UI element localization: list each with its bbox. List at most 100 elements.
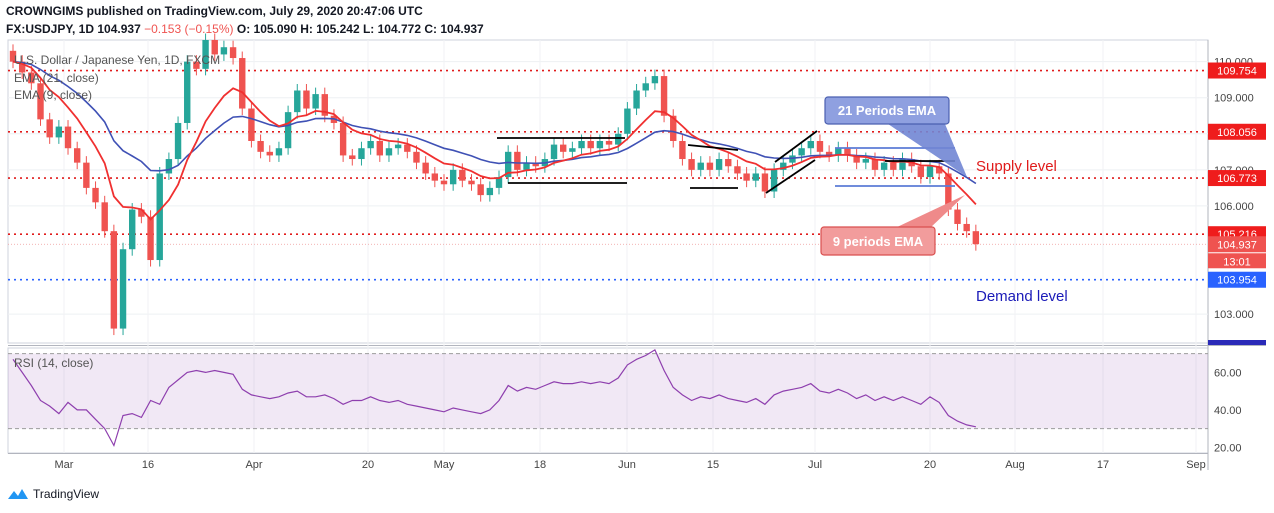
rsi-tick-label: 60.00 xyxy=(1214,367,1242,379)
candle-body xyxy=(83,162,90,188)
countdown-tag-bg xyxy=(1208,253,1266,269)
candle-body xyxy=(239,58,246,109)
price-tick-label: 109.000 xyxy=(1214,93,1254,105)
candle-body xyxy=(532,162,539,167)
candle-body xyxy=(798,148,805,156)
candle-body xyxy=(706,162,714,170)
ema21-callout-label: 21 Periods EMA xyxy=(838,103,937,118)
candle-body xyxy=(339,122,347,156)
candle-body xyxy=(413,151,420,163)
candle-body xyxy=(73,148,81,163)
candle-body xyxy=(248,108,255,141)
candle-body xyxy=(229,47,237,59)
candle-body xyxy=(257,141,264,152)
candle-body xyxy=(605,141,613,145)
candle-body xyxy=(119,249,127,329)
ema21-legend: EMA (21, close) xyxy=(14,71,99,85)
candle-body xyxy=(28,72,35,84)
time-tick-label: Aug xyxy=(1005,459,1025,471)
price-tag-bg xyxy=(1208,62,1266,79)
candle-body xyxy=(862,159,870,163)
time-tick-label: Sep xyxy=(1186,459,1206,471)
candle-body xyxy=(587,141,594,149)
candle-body xyxy=(715,159,723,170)
time-tick-label: May xyxy=(434,459,455,471)
price-tag-label: 109.754 xyxy=(1217,66,1257,78)
candle-body xyxy=(477,184,484,196)
candle-body xyxy=(174,122,182,160)
countdown-label: 13:01 xyxy=(1223,256,1251,268)
candle-body xyxy=(376,141,383,156)
ema9-callout-box xyxy=(820,226,936,256)
candle-body xyxy=(394,144,402,149)
ema21-callout-box xyxy=(824,96,950,125)
time-tick-label: Jul xyxy=(808,459,822,471)
candle-body xyxy=(46,119,53,138)
time-tick-label: Mar xyxy=(55,459,74,471)
close-value: C: 104.937 xyxy=(424,22,484,36)
rsi-tick-label: 20.00 xyxy=(1214,442,1242,454)
candle-body xyxy=(165,159,173,174)
rsi-tick-label: 40.00 xyxy=(1214,405,1242,417)
candle-body xyxy=(844,148,851,156)
candle-body xyxy=(184,61,191,123)
channel-lower-line xyxy=(765,159,816,194)
candle-body xyxy=(780,162,787,170)
candle-body xyxy=(770,169,778,192)
candle-body xyxy=(560,144,567,152)
candle-body xyxy=(651,76,659,84)
candle-body xyxy=(202,40,209,69)
candle-body xyxy=(926,166,934,178)
time-tick-label: 20 xyxy=(362,459,374,471)
candle-body xyxy=(789,155,796,163)
ema9-line xyxy=(12,60,977,221)
candle-body xyxy=(9,50,17,62)
candle-body xyxy=(670,115,677,141)
candle-body xyxy=(504,151,512,178)
candle-body xyxy=(697,162,704,170)
candle-body xyxy=(825,151,833,156)
candle-body xyxy=(954,209,961,224)
symbol-line: FX:USDJPY, 1D 104.937 −0.153 (−0.15%) O:… xyxy=(6,22,484,36)
tradingview-brand[interactable]: TradingView xyxy=(8,487,99,501)
candle-body xyxy=(422,162,429,174)
demand-level-label: Demand level xyxy=(976,288,1068,305)
time-tick-label: Apr xyxy=(245,459,262,471)
candle-body xyxy=(495,177,503,188)
candle-body xyxy=(835,148,842,156)
ema9-callout-label: 9 periods EMA xyxy=(833,234,924,249)
candle-body xyxy=(596,141,604,149)
candle-body xyxy=(890,162,897,170)
candle-body xyxy=(211,40,218,55)
candle-body xyxy=(349,155,356,160)
price-tag-label: 108.056 xyxy=(1217,127,1257,139)
symbol-name: FX:USDJPY, 1D xyxy=(6,22,95,36)
flag-top-line xyxy=(687,144,739,151)
candle-body xyxy=(321,94,328,116)
time-tick-label: 17 xyxy=(1097,459,1109,471)
price-tick-label: 103.000 xyxy=(1214,309,1254,321)
price-tag-label: 103.954 xyxy=(1217,275,1257,287)
rsi-band xyxy=(8,353,1208,429)
candle-body xyxy=(129,209,136,250)
candle-body xyxy=(972,231,980,245)
candle-body xyxy=(284,112,292,149)
low-value: L: 104.772 xyxy=(362,22,422,36)
candle-body xyxy=(642,83,649,91)
price-change: −0.153 (−0.15%) xyxy=(144,22,234,36)
price-tag-bg xyxy=(1208,271,1266,288)
candle-body xyxy=(367,141,374,149)
candle-body xyxy=(431,173,439,181)
instrument-legend: U.S. Dollar / Japanese Yen, 1D, FXCM xyxy=(14,53,221,67)
candle-body xyxy=(55,126,63,138)
candle-body xyxy=(147,216,154,261)
price-tag-label: 104.937 xyxy=(1217,239,1257,251)
candle-body xyxy=(468,180,475,185)
candle-body xyxy=(871,159,879,170)
rsi-line xyxy=(12,349,977,448)
price-tick-label: 106.000 xyxy=(1214,201,1254,213)
rsi-legend: RSI (14, close) xyxy=(14,356,94,370)
tradingview-logo-icon xyxy=(8,488,28,500)
candle-body xyxy=(64,126,72,149)
